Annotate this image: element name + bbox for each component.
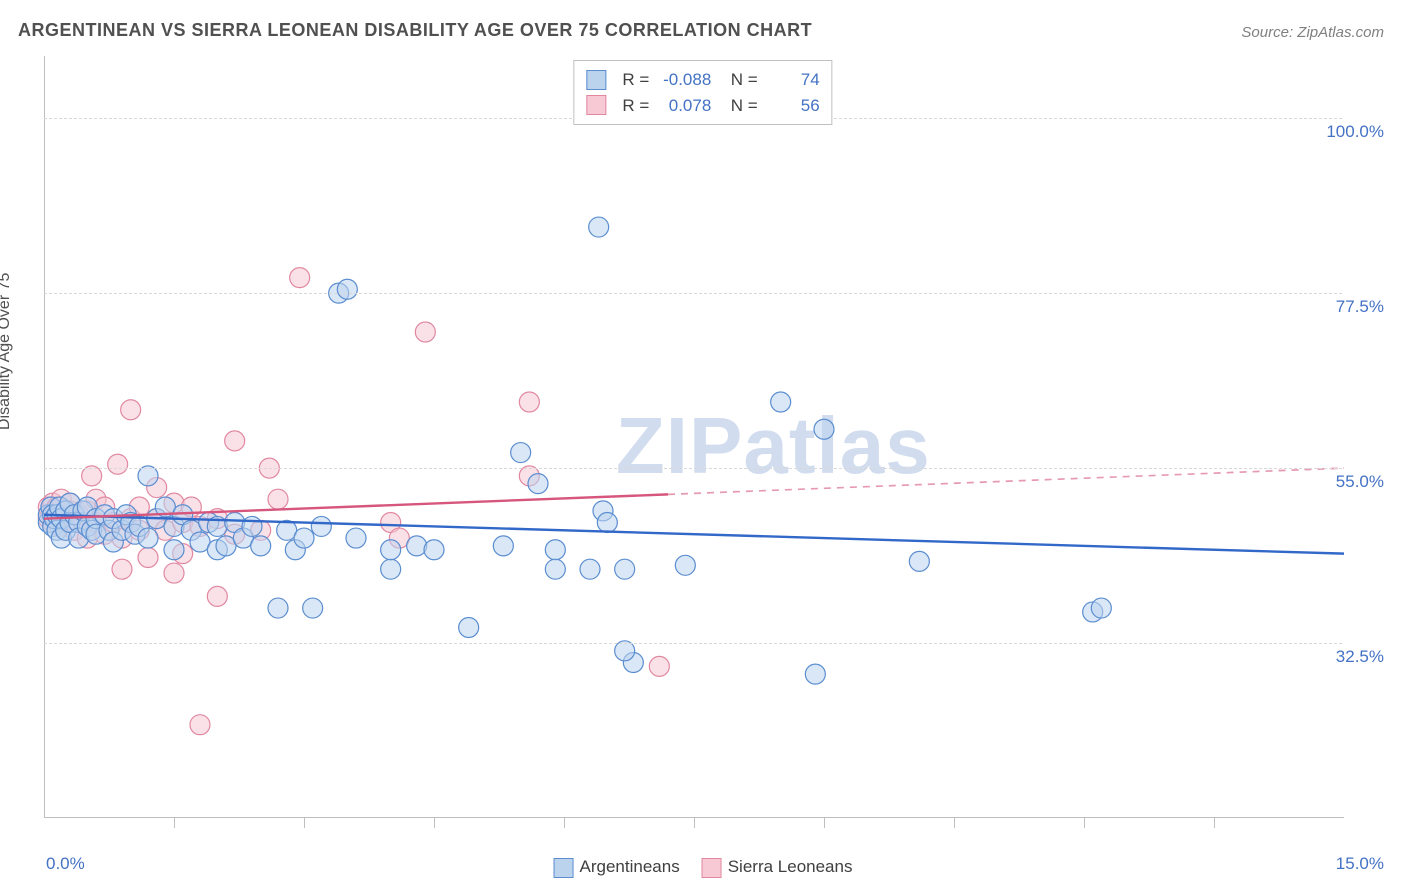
scatter-point bbox=[121, 400, 141, 420]
r-label: R = bbox=[622, 67, 649, 93]
scatter-point bbox=[164, 563, 184, 583]
legend-label-argentineans: Argentineans bbox=[580, 857, 680, 876]
x-axis-min-label: 0.0% bbox=[46, 854, 85, 874]
source-attribution: Source: ZipAtlas.com bbox=[1241, 24, 1384, 41]
trend-line-extrapolated bbox=[668, 468, 1344, 494]
scatter-point bbox=[108, 454, 128, 474]
scatter-point bbox=[225, 431, 245, 451]
x-tick bbox=[564, 818, 565, 828]
scatter-point bbox=[580, 559, 600, 579]
gridline bbox=[44, 468, 1342, 469]
n-value-sierra-leoneans: 56 bbox=[768, 93, 820, 119]
x-tick bbox=[304, 818, 305, 828]
scatter-point bbox=[545, 540, 565, 560]
scatter-point bbox=[303, 598, 323, 618]
legend-item-sierra-leoneans: Sierra Leoneans bbox=[702, 857, 853, 878]
scatter-point bbox=[290, 268, 310, 288]
r-value-sierra-leoneans: 0.078 bbox=[659, 93, 711, 119]
x-tick bbox=[174, 818, 175, 828]
legend-item-argentineans: Argentineans bbox=[554, 857, 680, 878]
scatter-point bbox=[493, 536, 513, 556]
scatter-point bbox=[207, 586, 227, 606]
x-tick bbox=[694, 818, 695, 828]
scatter-point bbox=[268, 489, 288, 509]
source-label: Source: bbox=[1241, 24, 1297, 41]
chart-svg bbox=[44, 56, 1344, 818]
legend-swatch-argentineans bbox=[554, 858, 574, 878]
legend-label-sierra-leoneans: Sierra Leoneans bbox=[728, 857, 853, 876]
scatter-point bbox=[164, 540, 184, 560]
y-tick-label: 55.0% bbox=[1336, 472, 1384, 492]
scatter-point bbox=[1091, 598, 1111, 618]
scatter-point bbox=[909, 551, 929, 571]
scatter-point bbox=[805, 664, 825, 684]
correlation-legend: R = -0.088 N = 74 R = 0.078 N = 56 bbox=[573, 60, 832, 125]
scatter-point bbox=[528, 474, 548, 494]
x-tick bbox=[1214, 818, 1215, 828]
scatter-point bbox=[381, 540, 401, 560]
y-tick-label: 100.0% bbox=[1326, 122, 1384, 142]
scatter-point bbox=[242, 516, 262, 536]
correlation-swatch-sierra-leoneans bbox=[586, 95, 606, 115]
y-axis-label: Disability Age Over 75 bbox=[0, 273, 14, 430]
source-value: ZipAtlas.com bbox=[1297, 24, 1384, 41]
chart-title: ARGENTINEAN VS SIERRA LEONEAN DISABILITY… bbox=[18, 20, 812, 41]
bottom-legend: Argentineans Sierra Leoneans bbox=[554, 857, 853, 878]
y-tick-label: 32.5% bbox=[1336, 647, 1384, 667]
scatter-point bbox=[597, 513, 617, 533]
n-label: N = bbox=[721, 93, 757, 119]
scatter-point bbox=[511, 443, 531, 463]
scatter-point bbox=[771, 392, 791, 412]
correlation-row-sierra-leoneans: R = 0.078 N = 56 bbox=[586, 93, 819, 119]
scatter-point bbox=[311, 516, 331, 536]
n-label: N = bbox=[721, 67, 757, 93]
scatter-point bbox=[545, 559, 565, 579]
scatter-point bbox=[519, 392, 539, 412]
legend-swatch-sierra-leoneans bbox=[702, 858, 722, 878]
scatter-point bbox=[346, 528, 366, 548]
scatter-point bbox=[112, 559, 132, 579]
n-value-argentineans: 74 bbox=[768, 67, 820, 93]
scatter-point bbox=[649, 656, 669, 676]
y-tick-label: 77.5% bbox=[1336, 297, 1384, 317]
x-tick bbox=[954, 818, 955, 828]
scatter-point bbox=[294, 528, 314, 548]
correlation-swatch-argentineans bbox=[586, 70, 606, 90]
gridline bbox=[44, 293, 1342, 294]
scatter-point bbox=[268, 598, 288, 618]
correlation-row-argentineans: R = -0.088 N = 74 bbox=[586, 67, 819, 93]
x-tick bbox=[1084, 818, 1085, 828]
scatter-point bbox=[190, 715, 210, 735]
scatter-point bbox=[675, 555, 695, 575]
scatter-point bbox=[459, 618, 479, 638]
scatter-point bbox=[415, 322, 435, 342]
scatter-point bbox=[337, 279, 357, 299]
x-axis-max-label: 15.0% bbox=[1336, 854, 1384, 874]
gridline bbox=[44, 643, 1342, 644]
scatter-point bbox=[589, 217, 609, 237]
scatter-point bbox=[615, 559, 635, 579]
r-value-argentineans: -0.088 bbox=[659, 67, 711, 93]
scatter-point bbox=[424, 540, 444, 560]
x-tick bbox=[434, 818, 435, 828]
x-tick bbox=[824, 818, 825, 828]
scatter-point bbox=[381, 559, 401, 579]
scatter-point bbox=[251, 536, 271, 556]
scatter-point bbox=[814, 419, 834, 439]
scatter-point bbox=[138, 548, 158, 568]
scatter-point bbox=[138, 528, 158, 548]
r-label: R = bbox=[622, 93, 649, 119]
scatter-point bbox=[407, 536, 427, 556]
